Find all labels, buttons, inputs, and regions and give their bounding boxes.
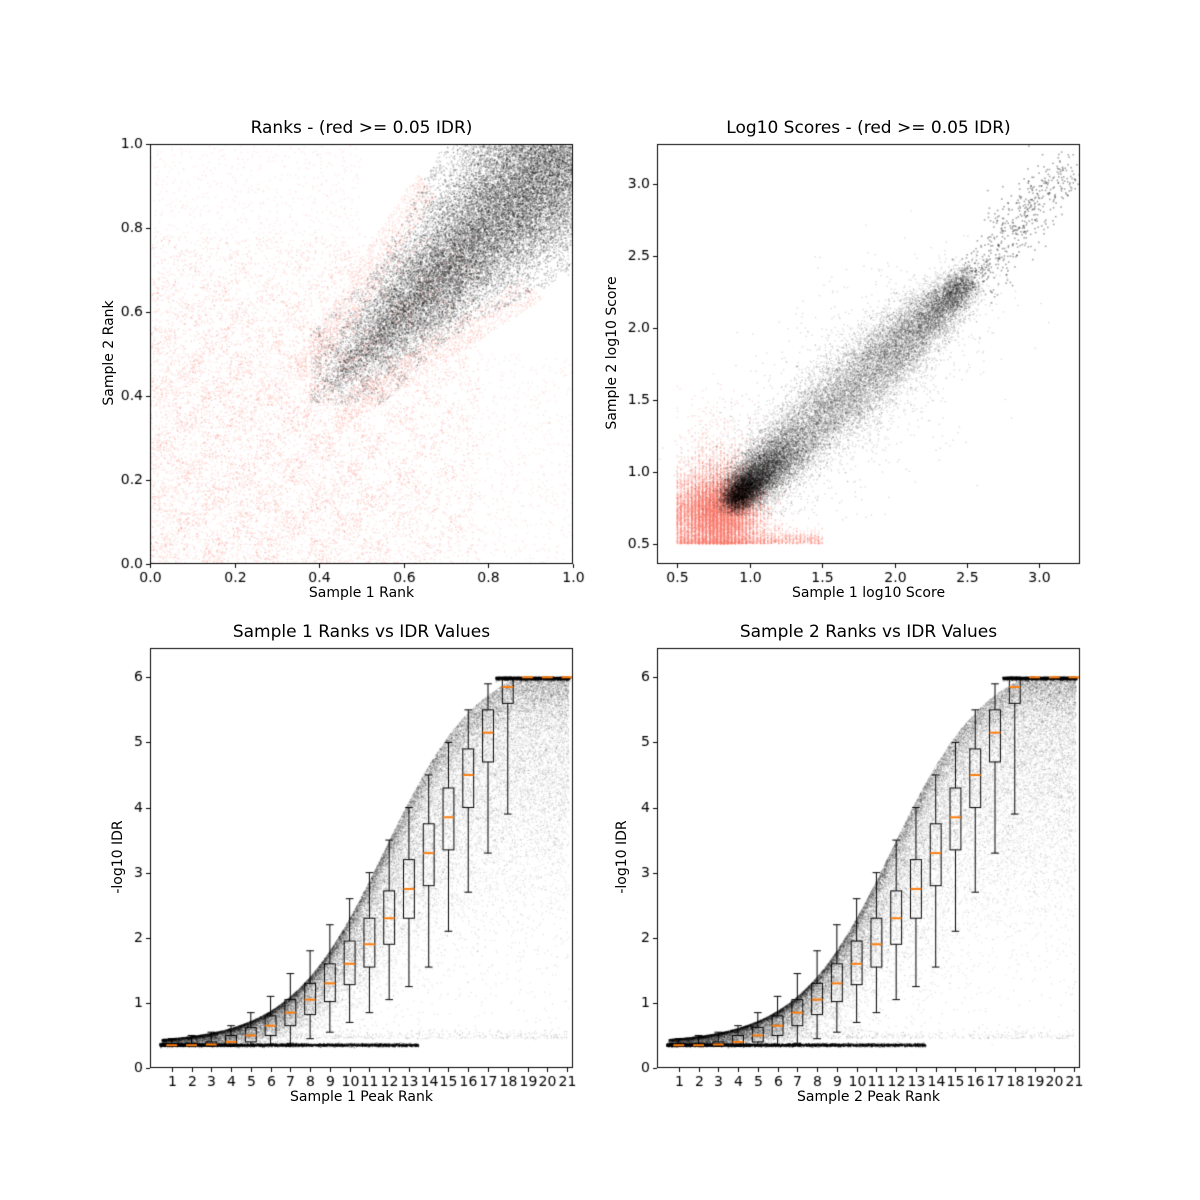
plot1-ylabel: Sample 2 Rank [101,300,117,406]
plot4-ylabel: -log10 IDR [614,820,630,894]
plot2-xlabel: Sample 1 log10 Score [791,585,946,601]
plot3-ylabel: -log10 IDR [110,820,126,894]
plot3-title: Sample 1 Ranks vs IDR Values [232,622,491,642]
plot2-ylabel: Sample 2 log10 Score [604,276,620,430]
plot1-xlabel: Sample 1 Rank [308,585,415,601]
plot3-xlabel: Sample 1 Peak Rank [290,1089,433,1105]
plot2-title: Log10 Scores - (red >= 0.05 IDR) [726,118,1011,138]
plot1-title: Ranks - (red >= 0.05 IDR) [250,118,473,138]
plot4-xlabel: Sample 2 Peak Rank [797,1089,940,1105]
plot4-title: Sample 2 Ranks vs IDR Values [739,622,998,642]
